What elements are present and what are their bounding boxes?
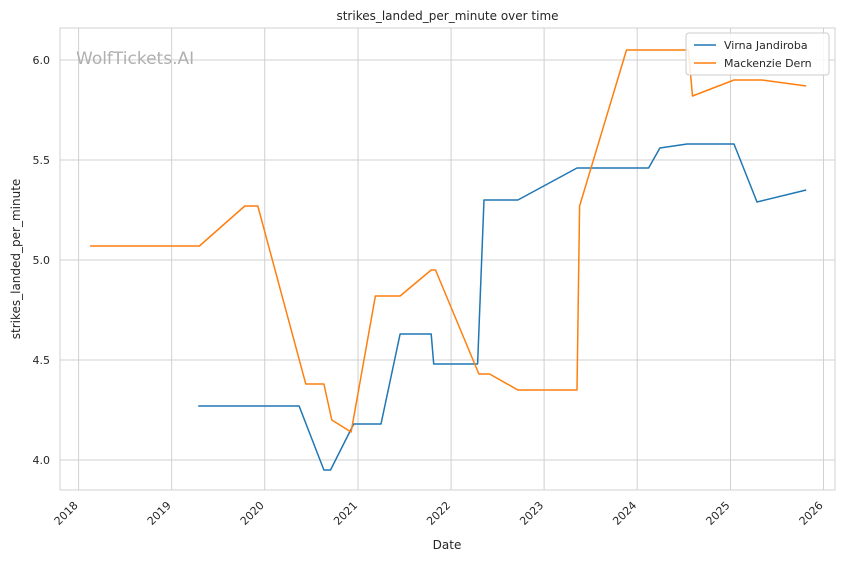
y-tick-label: 5.0 [33,254,51,267]
y-tick-label: 5.5 [33,154,51,167]
y-tick-label: 6.0 [33,54,51,67]
chart-title: strikes_landed_per_minute over time [336,9,558,23]
legend-box [685,32,830,76]
y-tick-label: 4.0 [33,454,51,467]
y-axis-label: strikes_landed_per_minute [9,179,23,340]
y-axis: 4.0 4.5 5.0 5.5 6.0 [33,54,51,467]
legend: Virna Jandiroba Mackenzie Dern [685,32,830,76]
watermark: WolfTickets.AI [76,49,194,69]
gridlines [60,28,835,490]
y-tick-label: 4.5 [33,354,51,367]
legend-label: Virna Jandiroba [724,39,808,52]
legend-label: Mackenzie Dern [724,57,812,70]
plot-area [59,27,836,491]
series-line-1 [198,143,807,471]
x-axis-label: Date [433,538,462,552]
